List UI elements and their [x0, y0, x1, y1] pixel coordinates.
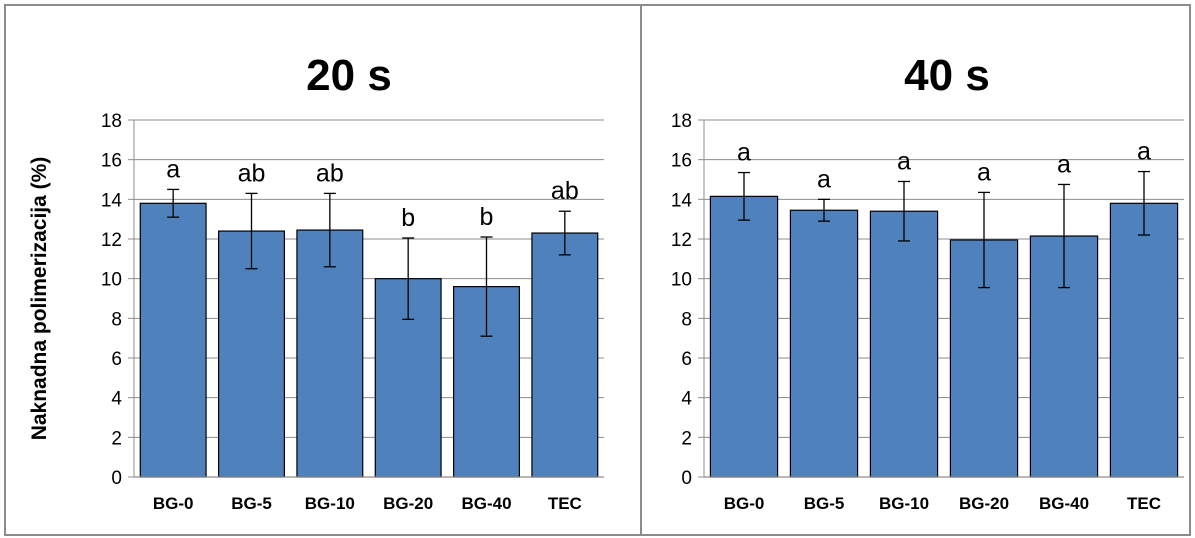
- x-tick-label: BG-5: [231, 494, 272, 513]
- y-tick-label: 10: [671, 270, 692, 291]
- x-tick-label: BG-0: [724, 494, 765, 513]
- data-label: a: [817, 165, 831, 193]
- y-tick-label: 16: [101, 151, 122, 172]
- y-tick-label: 0: [681, 468, 692, 489]
- x-tick-label: BG-10: [879, 494, 929, 513]
- bar-bg-10: [296, 229, 364, 478]
- x-tick-label: BG-20: [383, 494, 433, 513]
- y-tick-label: 8: [681, 309, 692, 330]
- x-tick-label: BG-10: [305, 494, 355, 513]
- bar-bg-5: [218, 230, 286, 478]
- chart-panel-20s: 20 s 0 2 4 6 8 10 12 14 16 18 Naknadna polimerizaci…: [4, 4, 642, 536]
- y-axis-label: Naknadna polimerizacija (%): [28, 157, 51, 441]
- chart-group: 40 s 0 2 4 6 8 10 12 14 16 18 a BG-0 a BG-5 a BG-10 a BG-2…: [671, 51, 1184, 513]
- x-tick-label: BG-5: [804, 494, 845, 513]
- y-tick-label: 6: [681, 349, 692, 370]
- bar-tec: [1109, 202, 1179, 478]
- y-tick-label: 18: [671, 111, 692, 132]
- y-tick-label: 12: [101, 230, 122, 251]
- y-tick-label: 10: [101, 270, 122, 291]
- data-label: a: [897, 147, 911, 175]
- data-label: a: [977, 158, 991, 186]
- y-tick-label: 16: [671, 151, 692, 172]
- data-label: ab: [551, 177, 579, 205]
- chart-title: 40 s: [904, 51, 990, 100]
- bar-chart-40s: 40 s 0 2 4 6 8 10 12 14 16 18 a BG-0 a BG-5 a BG-10 a BG-2…: [671, 51, 1184, 513]
- y-tick-label: 4: [681, 389, 692, 410]
- y-tick-label: 6: [111, 349, 122, 370]
- bar-bg-0: [139, 202, 207, 478]
- x-tick-label: BG-40: [1039, 494, 1089, 513]
- bar-tec: [531, 232, 599, 478]
- data-label: ab: [316, 159, 344, 187]
- y-tick-label: 14: [101, 190, 123, 211]
- data-label: a: [1137, 138, 1151, 166]
- y-tick-label: 14: [671, 190, 693, 211]
- data-label: a: [737, 139, 751, 167]
- y-tick-label: 2: [111, 428, 122, 449]
- y-tick-label: 0: [111, 468, 122, 489]
- data-label: b: [480, 203, 494, 231]
- x-tick-label: TEC: [1127, 494, 1161, 513]
- y-tick-label: 12: [671, 230, 692, 251]
- x-tick-label: BG-40: [461, 494, 511, 513]
- y-tick-label: 18: [101, 111, 122, 132]
- x-tick-label: BG-0: [153, 494, 194, 513]
- data-label: a: [1057, 150, 1071, 178]
- data-label: ab: [238, 159, 266, 187]
- bar-bg-10: [869, 210, 939, 478]
- x-tick-label: TEC: [548, 494, 582, 513]
- y-tick-label: 4: [111, 389, 122, 410]
- chart-panel-40s: 40 s 0 2 4 6 8 10 12 14 16 18 a BG-0 a BG-5 a BG-10 a BG-2…: [640, 4, 1191, 536]
- chart-title: 20 s: [306, 51, 392, 100]
- bar-chart-20s: 20 s 0 2 4 6 8 10 12 14 16 18 Naknadna polimerizaci…: [28, 51, 604, 513]
- bar-bg-0: [709, 195, 779, 478]
- y-tick-label: 2: [681, 428, 692, 449]
- x-tick-label: BG-20: [959, 494, 1009, 513]
- chart-group: 20 s 0 2 4 6 8 10 12 14 16 18 Naknadna polimerizaci…: [28, 51, 604, 513]
- bar-bg-5: [789, 209, 859, 478]
- data-label: a: [166, 155, 180, 183]
- data-label: b: [401, 204, 415, 232]
- y-tick-label: 8: [111, 309, 122, 330]
